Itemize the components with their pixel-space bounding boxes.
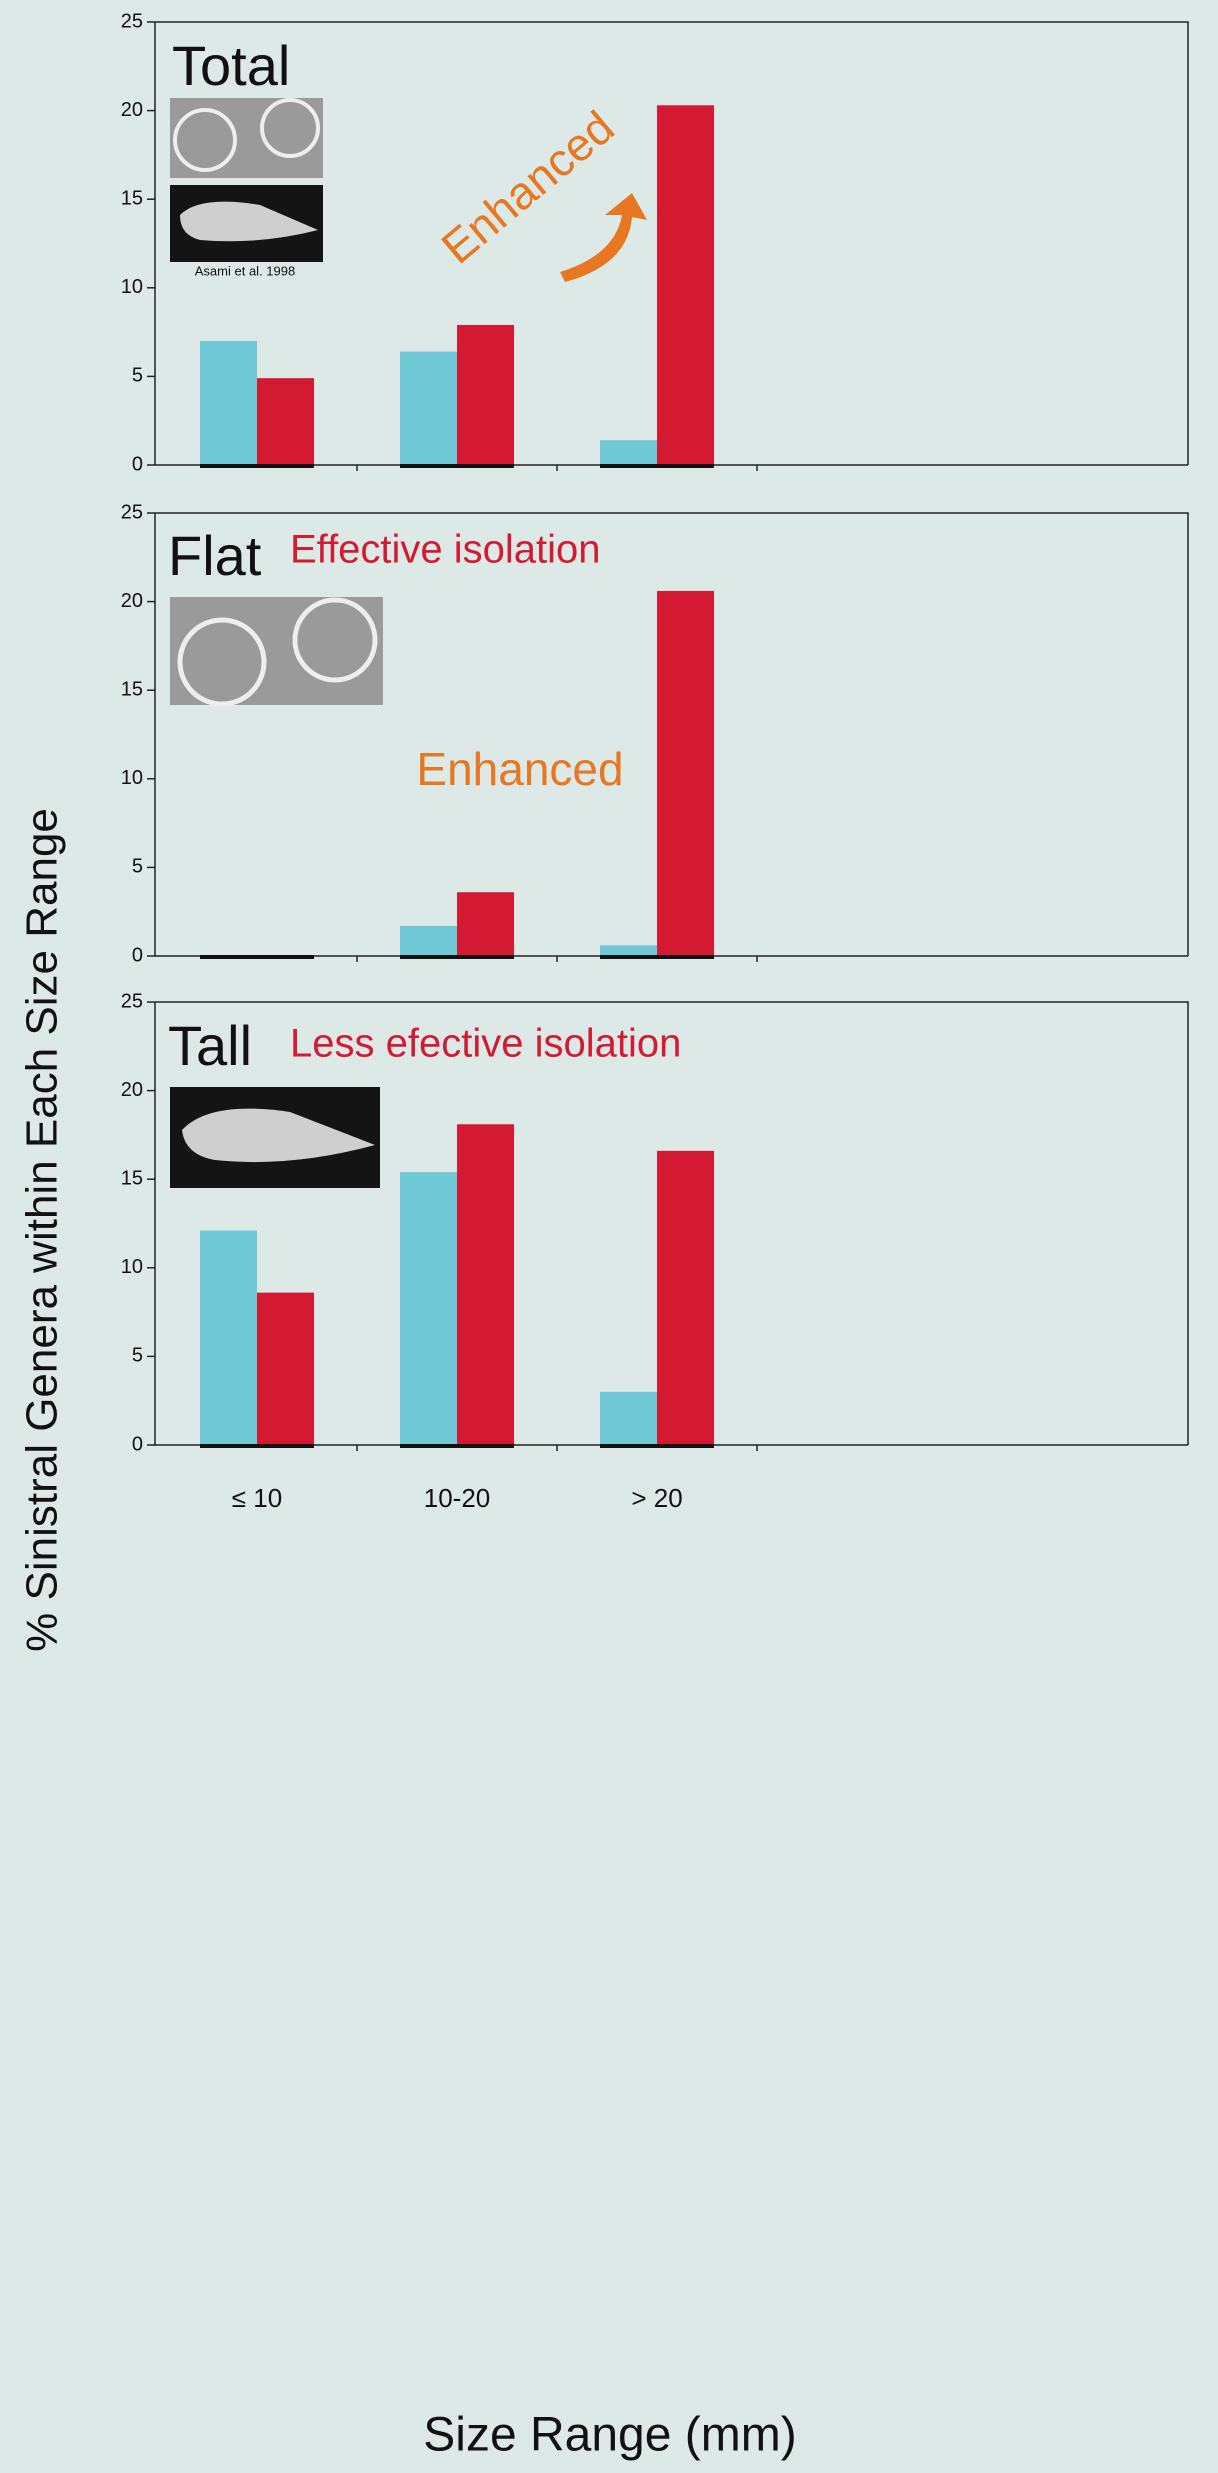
y-tick-label: 10 [121, 767, 143, 789]
y-tick-label: 0 [132, 453, 143, 475]
figure: % Sinistral Genera within Each Size Rang… [0, 0, 1218, 2473]
x-axis-label: Size Range (mm) [423, 2409, 796, 2462]
arrow [560, 193, 647, 282]
bar [600, 945, 657, 956]
bar [457, 325, 514, 465]
annotation: Enhanced [416, 743, 623, 795]
x-tick-label: ≤ 10 [232, 1483, 282, 1513]
panel-title: Tall [168, 1014, 252, 1077]
y-tick-label: 25 [121, 10, 143, 32]
y-tick-label: 0 [132, 944, 143, 966]
bar [400, 926, 457, 956]
panel-title: Total [172, 34, 290, 97]
bar [457, 1124, 514, 1445]
bar [657, 591, 714, 956]
y-tick-label: 15 [121, 678, 143, 700]
bar [200, 1231, 257, 1445]
bar [600, 440, 657, 465]
y-tick-label: 5 [132, 365, 143, 387]
bar [400, 1172, 457, 1445]
y-tick-label: 10 [121, 1256, 143, 1278]
bar [457, 892, 514, 956]
bar [657, 105, 714, 465]
y-tick-label: 20 [121, 99, 143, 121]
y-tick-label: 20 [121, 1079, 143, 1101]
y-tick-label: 25 [121, 501, 143, 523]
panel-subtitle: Less efective isolation [290, 1022, 681, 1066]
x-tick-label: > 20 [631, 1483, 682, 1513]
panel-subtitle: Effective isolation [290, 528, 601, 572]
bar [200, 341, 257, 465]
y-tick-label: 0 [132, 1433, 143, 1455]
y-tick-label: 5 [132, 1345, 143, 1367]
bar [657, 1151, 714, 1445]
y-tick-label: 15 [121, 187, 143, 209]
y-tick-label: 20 [121, 590, 143, 612]
bar [400, 352, 457, 465]
y-tick-label: 25 [121, 990, 143, 1012]
bar [257, 378, 314, 465]
panel-title: Flat [168, 524, 262, 587]
y-tick-label: 5 [132, 856, 143, 878]
y-axis-label: % Sinistral Genera within Each Size Rang… [18, 808, 67, 1652]
annotation: Enhanced [431, 101, 623, 274]
credit: Asami et al. 1998 [195, 263, 295, 278]
bar [600, 1392, 657, 1445]
x-tick-label: 10-20 [424, 1483, 491, 1513]
y-tick-label: 15 [121, 1167, 143, 1189]
y-tick-label: 10 [121, 276, 143, 298]
bar [257, 1293, 314, 1445]
